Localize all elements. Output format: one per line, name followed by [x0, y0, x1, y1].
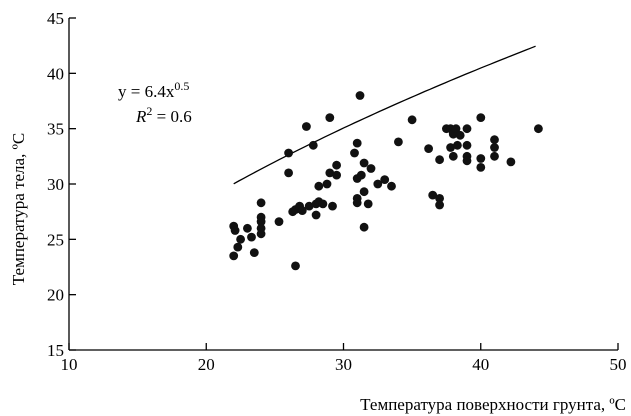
data-point [435, 194, 444, 203]
y-tick-label: 40 [47, 64, 64, 83]
y-tick-label: 35 [47, 120, 64, 139]
data-point [256, 198, 266, 208]
data-point [311, 210, 321, 220]
data-point [435, 200, 444, 210]
data-point [355, 91, 365, 100]
data-point [387, 181, 396, 191]
fit-annotation: y = 6.4x0.5 R2 = 0.6 [118, 79, 192, 126]
data-point [297, 206, 307, 216]
data-point [435, 155, 444, 165]
data-point [359, 158, 369, 168]
data-point [332, 160, 341, 170]
data-point [366, 164, 376, 173]
y-tick-label: 25 [47, 230, 64, 249]
data-point [325, 113, 335, 122]
data-point [350, 148, 359, 158]
data-point [302, 122, 311, 131]
data-point [462, 140, 472, 150]
data-point [284, 148, 293, 158]
data-point [352, 138, 362, 148]
y-tick-label: 20 [47, 286, 64, 305]
data-point [490, 143, 499, 152]
trend-line [233, 45, 536, 185]
data-point [291, 261, 300, 271]
data-point [476, 154, 486, 163]
data-point [373, 179, 383, 189]
data-point [424, 144, 433, 154]
data-point [407, 115, 417, 125]
data-point [304, 201, 314, 211]
fit-layer [233, 45, 536, 185]
data-point [322, 179, 332, 189]
points [229, 91, 543, 271]
data-point [243, 223, 252, 233]
data-point [314, 181, 324, 191]
data-point [332, 170, 341, 180]
data-point [229, 251, 239, 261]
x-tick-label: 20 [198, 355, 215, 374]
data-point [380, 175, 390, 185]
data-point [476, 163, 486, 172]
x-axis-label: Температура поверхности грунта, ºC [360, 395, 626, 414]
data-point [462, 124, 472, 134]
data-point [462, 156, 472, 166]
data-point [352, 198, 362, 208]
data-point [256, 229, 266, 239]
data-point [247, 232, 256, 242]
data-point [274, 217, 284, 227]
data-point [490, 151, 499, 161]
x-tick-label: 40 [472, 355, 489, 374]
data-point [318, 199, 328, 209]
data-point [256, 217, 266, 227]
y-axis-label: Температура тела, ºC [9, 133, 28, 285]
data-point [428, 190, 438, 200]
data-point [394, 137, 403, 147]
y-tick-label: 15 [47, 341, 64, 360]
axes: 15 20 25 30 35 40 45 10 20 30 40 50 [47, 9, 627, 374]
data-point [308, 140, 318, 150]
data-point [446, 143, 455, 152]
data-point [490, 135, 499, 145]
data-point [236, 234, 246, 244]
data-point [506, 157, 516, 167]
x-tick-label: 50 [610, 355, 627, 374]
data-point [455, 130, 465, 140]
data-point [534, 124, 543, 134]
data-point [284, 168, 293, 178]
data-point [359, 222, 369, 232]
data-point [249, 248, 259, 257]
x-tick-label: 30 [335, 355, 352, 374]
y-tick-label: 45 [47, 9, 64, 28]
data-point [233, 242, 243, 252]
data-point [328, 201, 337, 211]
data-point [451, 124, 461, 134]
data-point [453, 140, 462, 150]
data-point [448, 151, 458, 161]
y-tick-label: 30 [47, 175, 64, 194]
data-point [359, 187, 369, 197]
data-point [325, 168, 335, 178]
data-point [230, 226, 240, 235]
fit-equation: y = 6.4x0.5 [118, 79, 189, 101]
data-point [363, 199, 373, 209]
x-tick-label: 10 [61, 355, 78, 374]
fit-r2: R2 = 0.6 [135, 104, 192, 126]
data-point [476, 113, 486, 122]
data-point [356, 170, 366, 180]
